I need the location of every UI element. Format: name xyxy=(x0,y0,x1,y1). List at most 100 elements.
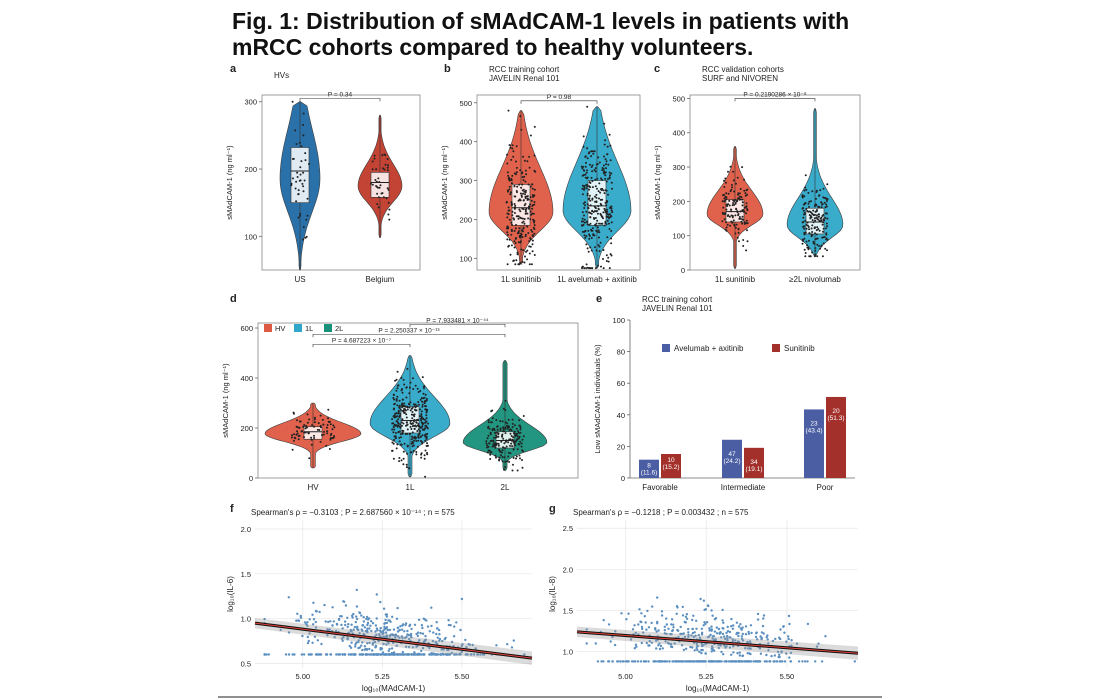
data-point xyxy=(511,210,514,213)
data-point xyxy=(756,618,760,621)
data-point xyxy=(741,204,744,207)
data-point xyxy=(804,219,807,222)
data-point xyxy=(666,641,670,645)
data-point xyxy=(513,185,516,188)
y-tick-label: 0 xyxy=(249,474,253,483)
data-point xyxy=(403,402,406,405)
data-point xyxy=(708,635,711,638)
data-point xyxy=(382,635,385,638)
data-point xyxy=(494,454,497,457)
data-point xyxy=(720,650,723,654)
data-point xyxy=(778,636,781,639)
data-point xyxy=(657,629,660,632)
data-point xyxy=(691,627,694,631)
data-point xyxy=(584,173,587,176)
data-point xyxy=(525,250,527,253)
data-point xyxy=(655,630,658,633)
data-point xyxy=(631,628,635,631)
data-point xyxy=(732,170,735,173)
data-point xyxy=(588,197,591,200)
data-point xyxy=(822,230,824,233)
data-point xyxy=(604,174,607,177)
data-point xyxy=(311,613,314,616)
data-point xyxy=(610,242,613,245)
data-point xyxy=(511,144,514,147)
data-point xyxy=(333,636,336,639)
y-axis-label: log₁₀(IL-6) xyxy=(226,576,235,612)
panel-g: g Spearman's ρ = −0.1218 ; P = 0.003432 ;… xyxy=(548,503,859,693)
data-point xyxy=(506,643,509,646)
spearman-title: Spearman's ρ = −0.3103 ; P = 2.687560 × … xyxy=(251,508,455,517)
data-point xyxy=(585,642,588,645)
bar-favorable-0 xyxy=(639,459,659,478)
data-point xyxy=(633,624,636,627)
data-point xyxy=(730,660,733,663)
data-point xyxy=(708,627,711,630)
data-point xyxy=(487,419,490,422)
data-point xyxy=(396,635,400,638)
data-point xyxy=(740,637,744,641)
data-point xyxy=(610,172,613,175)
data-point xyxy=(671,629,674,632)
data-point xyxy=(591,180,594,183)
data-point xyxy=(409,409,412,412)
data-point xyxy=(302,185,305,188)
data-point xyxy=(413,419,416,421)
data-point xyxy=(497,432,500,435)
data-point xyxy=(808,232,811,235)
data-point xyxy=(773,660,776,663)
data-point xyxy=(354,653,357,656)
data-point xyxy=(665,617,668,620)
data-point xyxy=(581,267,584,270)
data-point xyxy=(265,653,268,656)
data-point xyxy=(507,455,510,458)
data-point xyxy=(822,218,825,221)
data-point xyxy=(803,237,806,240)
data-point xyxy=(602,660,605,663)
data-point xyxy=(814,213,816,216)
data-point xyxy=(295,200,298,203)
data-point xyxy=(584,236,587,239)
data-point xyxy=(598,182,601,185)
data-point xyxy=(518,208,521,211)
data-point xyxy=(506,171,509,174)
data-point xyxy=(728,646,732,649)
data-point xyxy=(730,214,733,217)
data-point xyxy=(332,620,335,623)
jitter-points-a-0 xyxy=(290,100,310,241)
data-point xyxy=(658,647,662,651)
data-point xyxy=(399,414,401,417)
data-point xyxy=(509,452,512,455)
data-point xyxy=(725,192,728,195)
y-tick-label: 500 xyxy=(672,94,685,103)
data-point xyxy=(393,398,396,401)
data-point xyxy=(682,660,686,663)
data-point xyxy=(311,641,314,644)
data-point xyxy=(743,189,746,192)
data-point xyxy=(411,646,415,649)
data-point xyxy=(291,653,294,656)
panel-subtitle: HVs xyxy=(274,71,289,80)
data-point xyxy=(513,172,516,175)
data-point xyxy=(368,641,371,645)
data-point xyxy=(492,440,495,443)
data-point xyxy=(311,623,315,626)
data-point xyxy=(818,229,821,232)
data-point xyxy=(506,216,509,219)
data-point xyxy=(636,660,640,663)
data-point xyxy=(669,642,673,646)
data-point xyxy=(307,432,310,434)
data-point xyxy=(762,617,765,620)
data-point xyxy=(643,615,646,618)
data-point xyxy=(363,648,366,651)
data-point xyxy=(700,651,703,655)
data-point xyxy=(344,623,347,627)
data-point xyxy=(591,209,594,212)
panel-subtitle-2: JAVELIN Renal 101 xyxy=(642,304,713,313)
data-point xyxy=(595,163,598,166)
data-point xyxy=(513,203,516,205)
data-point xyxy=(587,250,590,253)
data-point xyxy=(602,249,605,251)
data-point xyxy=(512,436,515,439)
